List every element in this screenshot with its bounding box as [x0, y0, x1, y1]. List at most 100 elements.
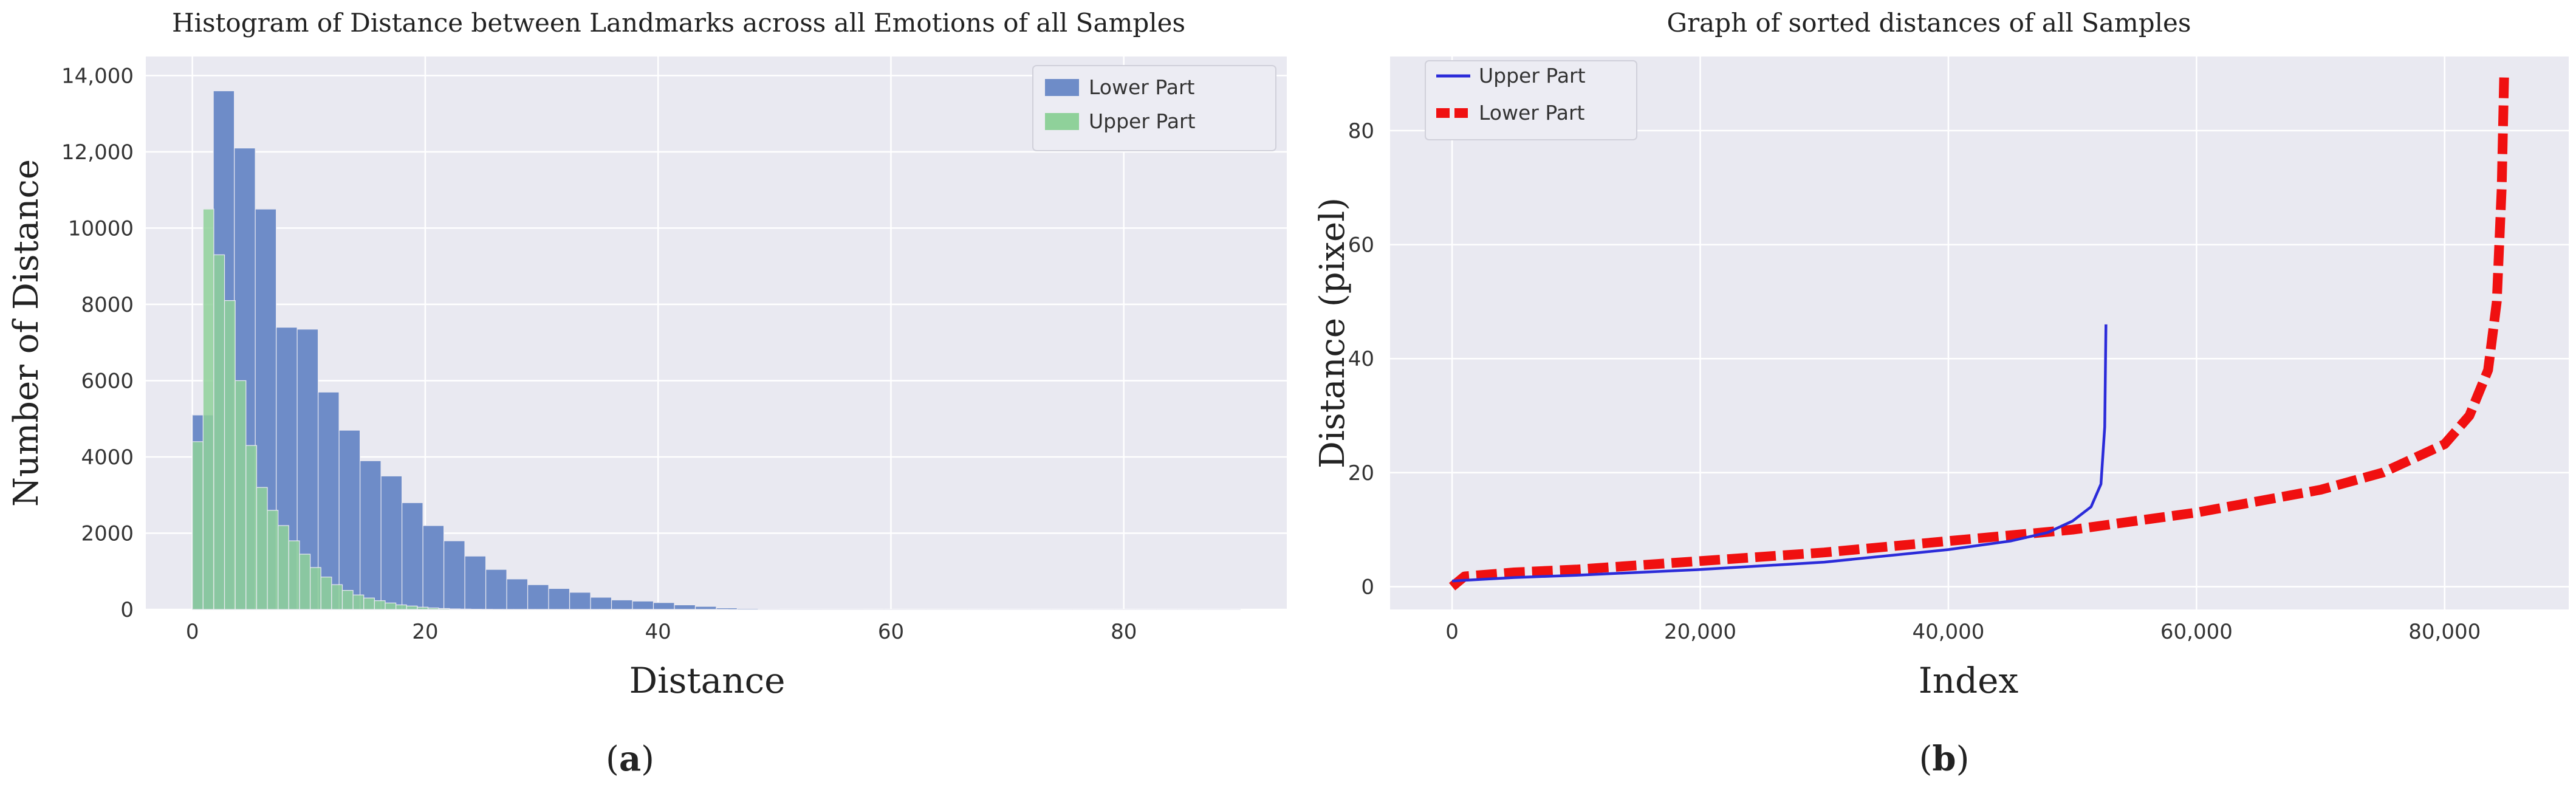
chart-a-bar-lower [736, 608, 759, 610]
chart-a-bar-upper [213, 254, 225, 610]
chart-a-bar-upper [320, 577, 332, 610]
chart-a-y-tick-label: 8000 [81, 293, 134, 317]
chart-a-legend-swatch-upper [1045, 113, 1079, 130]
chart-a-bar-upper [341, 590, 354, 610]
chart-a-bar-upper [396, 604, 407, 610]
chart-a-bar-lower [506, 578, 529, 610]
panel-b: Graph of sorted distances of all Samples… [1313, 8, 2569, 779]
chart-a-x-ticks: 0 20 40 60 80 [186, 620, 1137, 644]
chart-a-legend-swatch-lower [1045, 79, 1079, 96]
chart-b-x-tick-label: 80,000 [2408, 620, 2481, 644]
chart-a-x-label: Distance [629, 660, 786, 701]
chart-a-bar-upper [385, 602, 397, 610]
chart-b-y-tick-label: 0 [1361, 575, 1374, 599]
chart-a-y-tick-label: 10000 [68, 216, 134, 241]
chart-a-bar-lower [443, 540, 465, 610]
chart-b-lines [1448, 73, 2509, 591]
chart-a-y-tick-label: 0 [120, 598, 134, 622]
chart-a-bar-upper [245, 445, 258, 610]
chart-a-bar-upper [224, 300, 236, 610]
caption-a: (a) [606, 739, 654, 779]
chart-a-bar-lower [611, 599, 633, 610]
chart-a-bar-upper [331, 584, 343, 610]
chart-b-y-ticks: 0 20 40 60 80 [1348, 119, 1374, 600]
chart-a-title: Histogram of Distance between Landmarks … [172, 8, 1185, 38]
chart-a-bar-lower [653, 602, 675, 610]
chart-a-bar-lower [422, 525, 445, 610]
chart-b-y-tick-label: 80 [1348, 119, 1374, 143]
chart-a-bar-lower [569, 592, 591, 610]
chart-a-legend-label-lower: Lower Part [1089, 75, 1195, 99]
chart-a-bar-upper [374, 600, 386, 610]
chart-b-x-tick-label: 20,000 [1664, 620, 1736, 644]
chart-a-bar-upper [309, 567, 321, 610]
chart-a-bar-upper [352, 594, 365, 610]
chart-b-line-upper [1451, 324, 2108, 583]
chart-a-y-tick-label: 2000 [81, 521, 134, 546]
chart-a-bar-lower [590, 597, 612, 610]
chart-a-bar-lower [318, 391, 340, 610]
chart-b-x-tick-label: 60,000 [2160, 620, 2233, 644]
chart-b-title: Graph of sorted distances of all Samples [1667, 8, 2191, 38]
chart-b-line-lower [1448, 73, 2509, 591]
chart-b-y-tick-label: 60 [1348, 233, 1374, 258]
chart-a-bars-upper [192, 208, 728, 610]
chart-a-x-tick-label: 20 [412, 620, 438, 644]
chart-a-bar-upper [202, 208, 214, 610]
chart-b-x-ticks: 0 20,000 40,000 60,000 80,000 [1445, 620, 2481, 644]
chart-b-x-label: Index [1919, 660, 2018, 701]
chart-b-y-tick-label: 40 [1348, 347, 1374, 371]
chart-a-x-tick-label: 40 [645, 620, 671, 644]
chart-b-x-tick-label: 40,000 [1912, 620, 1984, 644]
chart-a-bar-lower [380, 475, 403, 610]
chart-a-y-tick-label: 14,000 [61, 64, 134, 88]
chart-a-y-ticks: 0 2000 4000 6000 8000 10000 12,000 14,000 [61, 64, 134, 622]
chart-a-bar-upper [427, 607, 439, 610]
chart-a-bar-upper [256, 487, 268, 610]
caption-a-letter: a [619, 739, 641, 779]
chart-b-legend-label-upper: Upper Part [1479, 64, 1586, 87]
chart-a-bar-lower [694, 606, 717, 610]
chart-a-bar-lower [485, 569, 507, 610]
chart-a-bar-upper [192, 441, 204, 610]
chart-a-y-label: Number of Distance [7, 159, 46, 507]
chart-a-x-tick-label: 60 [878, 620, 904, 644]
chart-a-legend: Lower Part Upper Part [1032, 65, 1276, 151]
chart-a-bar-lower [338, 430, 361, 610]
chart-b-plot-area [1390, 57, 2569, 609]
chart-a-bar-upper [363, 597, 375, 610]
chart-a-bar-lower [464, 555, 487, 610]
chart-a-bar-upper [267, 510, 279, 610]
chart-a-y-tick-label: 6000 [81, 369, 134, 393]
chart-a-bar-lower [632, 600, 654, 610]
chart-a-bar-lower [360, 460, 382, 610]
chart-b-legend: Upper Part Lower Part [1425, 60, 1637, 140]
chart-a-y-tick-label: 12,000 [61, 140, 134, 165]
chart-a-bar-lower [548, 588, 570, 610]
caption-b: (b) [1919, 739, 1970, 779]
chart-a-bar-lower [527, 584, 549, 610]
chart-a-bar-upper [417, 606, 429, 610]
chart-a-bar-upper [278, 525, 289, 610]
chart-b-grid [1390, 57, 2569, 609]
chart-a-x-tick-label: 0 [186, 620, 199, 644]
chart-a-bar-lower [674, 604, 696, 610]
chart-a-bar-upper [235, 380, 247, 610]
chart-b-x-tick-label: 0 [1445, 620, 1459, 644]
chart-a-bar-upper [438, 608, 450, 610]
chart-a-bar-upper [299, 554, 311, 610]
chart-a-bar-upper [288, 540, 300, 610]
chart-a-y-tick-label: 4000 [81, 445, 134, 470]
chart-a-bar-upper [406, 605, 418, 610]
chart-b-legend-box [1425, 60, 1637, 140]
chart-a-x-tick-label: 80 [1111, 620, 1137, 644]
chart-a-legend-label-upper: Upper Part [1089, 109, 1196, 133]
panel-a: Histogram of Distance between Landmarks … [7, 8, 1287, 779]
chart-a-bar-lower [401, 502, 423, 610]
chart-b-y-tick-label: 20 [1348, 461, 1374, 485]
chart-b-y-label: Distance (pixel) [1313, 197, 1352, 468]
chart-b-legend-label-lower: Lower Part [1479, 101, 1585, 125]
chart-a-legend-box [1032, 65, 1276, 151]
caption-b-letter: b [1932, 739, 1956, 779]
